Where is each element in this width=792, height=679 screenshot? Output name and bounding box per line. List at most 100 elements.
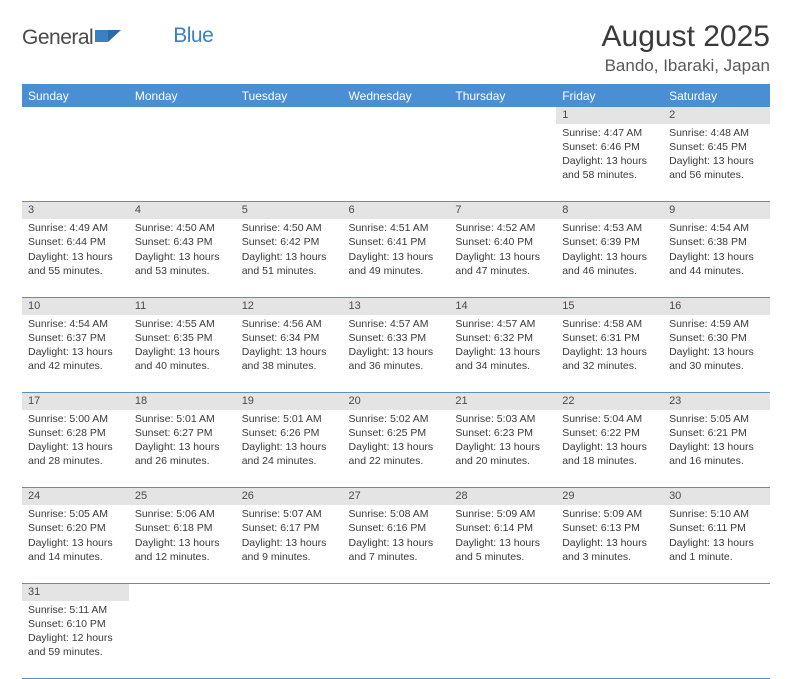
- day-content-cell: Sunrise: 4:50 AMSunset: 6:42 PMDaylight:…: [236, 219, 343, 297]
- weekday-thursday: Thursday: [449, 85, 556, 108]
- day-number-cell: 10: [22, 297, 129, 314]
- sunset-line: Sunset: 6:35 PM: [135, 331, 230, 345]
- sunrise-line: Sunrise: 5:03 AM: [455, 412, 550, 426]
- daylight-line: Daylight: 13 hours and 3 minutes.: [562, 536, 657, 564]
- day-number-cell: 4: [129, 202, 236, 219]
- daylight-line: Daylight: 13 hours and 38 minutes.: [242, 345, 337, 373]
- day-content-cell: Sunrise: 4:50 AMSunset: 6:43 PMDaylight:…: [129, 219, 236, 297]
- daylight-line: Daylight: 13 hours and 24 minutes.: [242, 440, 337, 468]
- sunrise-line: Sunrise: 5:08 AM: [349, 507, 444, 521]
- day-number-cell: 18: [129, 393, 236, 410]
- day-number-cell: 21: [449, 393, 556, 410]
- sunset-line: Sunset: 6:45 PM: [669, 140, 764, 154]
- sunset-line: Sunset: 6:26 PM: [242, 426, 337, 440]
- daylight-line: Daylight: 13 hours and 20 minutes.: [455, 440, 550, 468]
- logo: General Blue: [22, 26, 213, 50]
- day-number-row: 31: [22, 583, 770, 600]
- daylight-line: Daylight: 13 hours and 5 minutes.: [455, 536, 550, 564]
- sunrise-line: Sunrise: 5:10 AM: [669, 507, 764, 521]
- day-content-cell: Sunrise: 4:55 AMSunset: 6:35 PMDaylight:…: [129, 315, 236, 393]
- day-content-row: Sunrise: 5:11 AMSunset: 6:10 PMDaylight:…: [22, 601, 770, 679]
- sunset-line: Sunset: 6:31 PM: [562, 331, 657, 345]
- day-content-cell: Sunrise: 5:10 AMSunset: 6:11 PMDaylight:…: [663, 505, 770, 583]
- weekday-saturday: Saturday: [663, 85, 770, 108]
- month-title: August 2025: [602, 20, 770, 54]
- day-content-cell: [343, 124, 450, 202]
- day-number-cell: 16: [663, 297, 770, 314]
- daylight-line: Daylight: 12 hours and 59 minutes.: [28, 631, 123, 659]
- sunset-line: Sunset: 6:42 PM: [242, 235, 337, 249]
- day-number-cell: 5: [236, 202, 343, 219]
- sunrise-line: Sunrise: 5:07 AM: [242, 507, 337, 521]
- day-number-cell: 20: [343, 393, 450, 410]
- day-number-cell: 9: [663, 202, 770, 219]
- sunrise-line: Sunrise: 5:04 AM: [562, 412, 657, 426]
- day-content-cell: Sunrise: 5:09 AMSunset: 6:14 PMDaylight:…: [449, 505, 556, 583]
- sunset-line: Sunset: 6:30 PM: [669, 331, 764, 345]
- day-number-cell: 7: [449, 202, 556, 219]
- weekday-monday: Monday: [129, 85, 236, 108]
- sunrise-line: Sunrise: 5:06 AM: [135, 507, 230, 521]
- day-content-cell: Sunrise: 4:58 AMSunset: 6:31 PMDaylight:…: [556, 315, 663, 393]
- sunrise-line: Sunrise: 4:53 AM: [562, 221, 657, 235]
- sunset-line: Sunset: 6:32 PM: [455, 331, 550, 345]
- day-content-cell: Sunrise: 5:01 AMSunset: 6:27 PMDaylight:…: [129, 410, 236, 488]
- weekday-wednesday: Wednesday: [343, 85, 450, 108]
- daylight-line: Daylight: 13 hours and 42 minutes.: [28, 345, 123, 373]
- day-content-cell: Sunrise: 5:02 AMSunset: 6:25 PMDaylight:…: [343, 410, 450, 488]
- sunset-line: Sunset: 6:46 PM: [562, 140, 657, 154]
- day-content-cell: [449, 601, 556, 679]
- day-number-cell: 25: [129, 488, 236, 505]
- weekday-friday: Friday: [556, 85, 663, 108]
- day-content-cell: Sunrise: 5:08 AMSunset: 6:16 PMDaylight:…: [343, 505, 450, 583]
- day-content-cell: Sunrise: 4:54 AMSunset: 6:37 PMDaylight:…: [22, 315, 129, 393]
- sunset-line: Sunset: 6:43 PM: [135, 235, 230, 249]
- header: General Blue August 2025 Bando, Ibaraki,…: [22, 20, 770, 76]
- calendar-table: Sunday Monday Tuesday Wednesday Thursday…: [22, 84, 770, 679]
- daylight-line: Daylight: 13 hours and 53 minutes.: [135, 250, 230, 278]
- day-number-cell: [343, 583, 450, 600]
- sunrise-line: Sunrise: 4:55 AM: [135, 317, 230, 331]
- day-content-cell: Sunrise: 4:57 AMSunset: 6:33 PMDaylight:…: [343, 315, 450, 393]
- day-content-cell: Sunrise: 4:48 AMSunset: 6:45 PMDaylight:…: [663, 124, 770, 202]
- daylight-line: Daylight: 13 hours and 51 minutes.: [242, 250, 337, 278]
- day-content-cell: Sunrise: 4:52 AMSunset: 6:40 PMDaylight:…: [449, 219, 556, 297]
- sunset-line: Sunset: 6:37 PM: [28, 331, 123, 345]
- day-number-cell: 8: [556, 202, 663, 219]
- day-content-cell: Sunrise: 4:53 AMSunset: 6:39 PMDaylight:…: [556, 219, 663, 297]
- sunset-line: Sunset: 6:34 PM: [242, 331, 337, 345]
- sunset-line: Sunset: 6:21 PM: [669, 426, 764, 440]
- daylight-line: Daylight: 13 hours and 1 minute.: [669, 536, 764, 564]
- daylight-line: Daylight: 13 hours and 46 minutes.: [562, 250, 657, 278]
- day-content-cell: Sunrise: 5:05 AMSunset: 6:20 PMDaylight:…: [22, 505, 129, 583]
- sunrise-line: Sunrise: 4:50 AM: [242, 221, 337, 235]
- sunset-line: Sunset: 6:11 PM: [669, 521, 764, 535]
- day-number-row: 17181920212223: [22, 393, 770, 410]
- sunset-line: Sunset: 6:44 PM: [28, 235, 123, 249]
- sunset-line: Sunset: 6:23 PM: [455, 426, 550, 440]
- day-content-cell: [236, 124, 343, 202]
- day-number-cell: [129, 583, 236, 600]
- sunrise-line: Sunrise: 5:05 AM: [669, 412, 764, 426]
- day-number-cell: [449, 583, 556, 600]
- daylight-line: Daylight: 13 hours and 34 minutes.: [455, 345, 550, 373]
- day-number-row: 12: [22, 107, 770, 124]
- sunrise-line: Sunrise: 4:54 AM: [28, 317, 123, 331]
- day-content-cell: Sunrise: 5:05 AMSunset: 6:21 PMDaylight:…: [663, 410, 770, 488]
- day-number-cell: 23: [663, 393, 770, 410]
- daylight-line: Daylight: 13 hours and 44 minutes.: [669, 250, 764, 278]
- sunrise-line: Sunrise: 4:50 AM: [135, 221, 230, 235]
- day-content-cell: [663, 601, 770, 679]
- day-content-row: Sunrise: 4:54 AMSunset: 6:37 PMDaylight:…: [22, 315, 770, 393]
- day-content-cell: Sunrise: 5:11 AMSunset: 6:10 PMDaylight:…: [22, 601, 129, 679]
- sunrise-line: Sunrise: 4:51 AM: [349, 221, 444, 235]
- day-number-cell: [129, 107, 236, 124]
- day-number-cell: [556, 583, 663, 600]
- logo-text-general: General: [22, 26, 93, 50]
- day-content-cell: [343, 601, 450, 679]
- daylight-line: Daylight: 13 hours and 26 minutes.: [135, 440, 230, 468]
- day-number-cell: 22: [556, 393, 663, 410]
- day-content-cell: Sunrise: 5:04 AMSunset: 6:22 PMDaylight:…: [556, 410, 663, 488]
- sunset-line: Sunset: 6:33 PM: [349, 331, 444, 345]
- weekday-header-row: Sunday Monday Tuesday Wednesday Thursday…: [22, 85, 770, 108]
